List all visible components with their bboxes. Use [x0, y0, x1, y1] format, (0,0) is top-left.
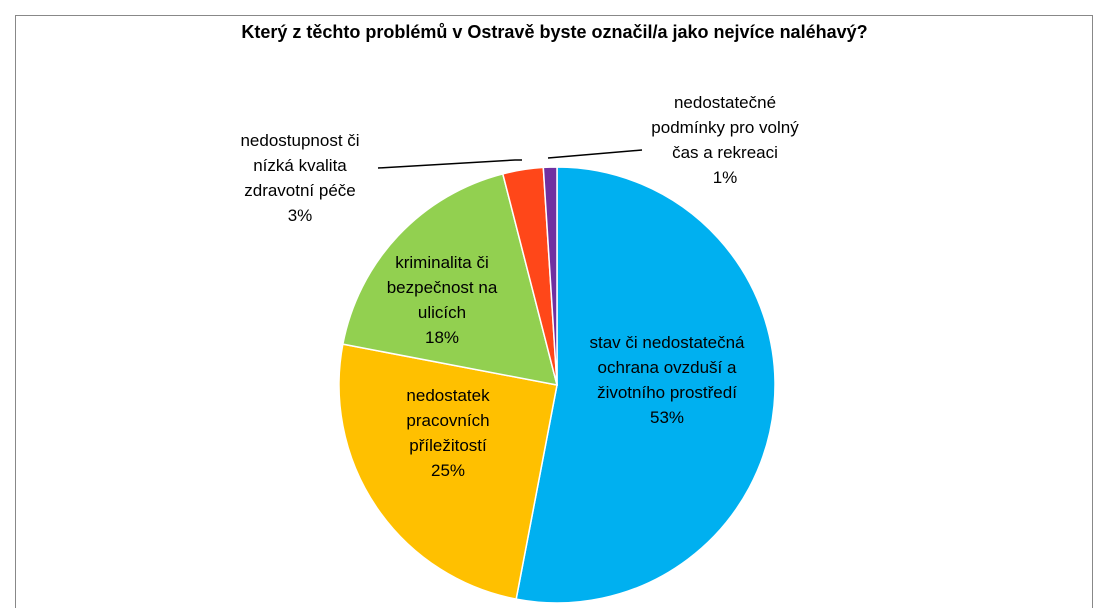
- category-label: kriminalita či bezpečnost na ulicích: [386, 253, 498, 322]
- leader-line: [547, 149, 643, 159]
- value-label: 3%: [287, 206, 313, 225]
- chart-title: Který z těchto problémů v Ostravě byste …: [241, 22, 868, 42]
- slice-label: kriminalita či bezpečnost na ulicích 18%: [367, 250, 517, 350]
- pie-slice: [515, 166, 776, 604]
- chart-frame: [15, 15, 1093, 608]
- pie-slice: [338, 343, 558, 601]
- category-label: nedostatek pracovních příležitostí: [406, 386, 490, 455]
- category-label: nedostupnost či nízká kvalita zdravotní …: [240, 131, 360, 200]
- category-label: nedostatečné podmínky pro volný čas a re…: [651, 93, 799, 162]
- slice-label: stav či nedostatečná ochrana ovzduší a ž…: [562, 330, 772, 430]
- pie-slice: [542, 166, 558, 386]
- pie-slice: [341, 172, 559, 386]
- leader-line: [377, 159, 522, 169]
- slice-label: nedostatečné podmínky pro volný čas a re…: [645, 90, 805, 190]
- value-label: 18%: [424, 328, 460, 347]
- slice-label: nedostatek pracovních příležitostí 25%: [383, 383, 513, 483]
- slice-label: nedostupnost či nízká kvalita zdravotní …: [220, 128, 380, 228]
- category-label: stav či nedostatečná ochrana ovzduší a ž…: [589, 333, 745, 402]
- value-label: 53%: [649, 408, 685, 427]
- value-label: 25%: [430, 461, 466, 480]
- value-label: 1%: [712, 168, 738, 187]
